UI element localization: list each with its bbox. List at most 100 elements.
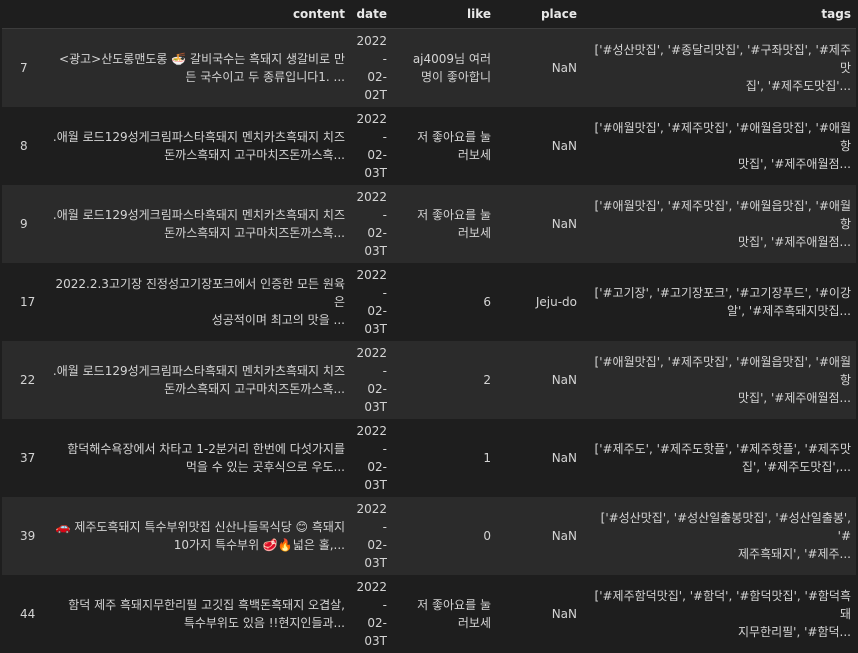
- like-cell: 6: [392, 263, 496, 341]
- content-cell: 함덕 제주 흑돼지무한리필 고깃집 흑백돈흑돼지 오겹살,특수부위도 있음 !!…: [42, 575, 350, 653]
- date-cell-line: 2022-: [355, 110, 387, 146]
- date-cell: 2022-02-03T: [350, 497, 392, 575]
- date-cell-line: 02T: [355, 86, 387, 104]
- row-index: 9: [2, 185, 42, 263]
- date-cell-line: 2022-: [355, 422, 387, 458]
- like-cell-line: 러보세: [397, 146, 491, 164]
- row-index: 22: [2, 341, 42, 419]
- date-cell-line: 02-: [355, 146, 387, 164]
- content-cell-line: 돈까스흑돼지 고구마치즈돈까스흑...: [47, 146, 345, 164]
- date-cell-line: 02-: [355, 224, 387, 242]
- date-cell: 2022-02-03T: [350, 185, 392, 263]
- like-cell-line: 저 좋아요를 눌: [397, 128, 491, 146]
- place-cell: NaN: [496, 185, 582, 263]
- date-cell-line: 02-: [355, 536, 387, 554]
- date-header: date: [350, 0, 392, 29]
- date-cell-line: 03T: [355, 632, 387, 650]
- row-index: 37: [2, 419, 42, 497]
- tags-cell-line: 제주흑돼지', '#제주...: [587, 545, 851, 563]
- content-cell-line: 특수부위도 있음 !!현지인들과...: [47, 614, 345, 632]
- place-cell: Jeju-do: [496, 263, 582, 341]
- date-cell-line: 02-: [355, 458, 387, 476]
- date-cell-line: 2022-: [355, 578, 387, 614]
- tags-cell-line: 집', '#제주도맛집',...: [587, 458, 851, 476]
- content-header: content: [42, 0, 350, 29]
- date-cell: 2022-02-02T: [350, 29, 392, 108]
- place-cell: NaN: [496, 497, 582, 575]
- content-cell-line: 먹을 수 있는 곳후식으로 우도...: [47, 458, 345, 476]
- date-cell-line: 03T: [355, 476, 387, 494]
- like-cell: 2: [392, 341, 496, 419]
- date-cell: 2022-02-03T: [350, 575, 392, 653]
- content-cell-line: .애월 로드129성게크림파스타흑돼지 멘치카츠흑돼지 치즈: [47, 128, 345, 146]
- tags-cell-line: ['#애월맛집', '#제주맛집', '#애월읍맛집', '#애월항: [587, 119, 851, 155]
- date-cell-line: 03T: [355, 242, 387, 260]
- place-cell: NaN: [496, 107, 582, 185]
- row-index: 17: [2, 263, 42, 341]
- date-cell-line: 2022-: [355, 32, 387, 68]
- content-cell-line: 함덕해수욕장에서 차타고 1-2분거리 한번에 다섯가지를: [47, 440, 345, 458]
- date-cell-line: 03T: [355, 398, 387, 416]
- content-cell-line: 든 국수이고 두 종류입니다1. ...: [47, 68, 345, 86]
- tags-cell-line: ['#제주함덕맛집', '#함덕', '#함덕맛집', '#함덕흑돼: [587, 587, 851, 623]
- index-header: [2, 0, 42, 29]
- content-cell-line: .애월 로드129성게크림파스타흑돼지 멘치카츠흑돼지 치즈: [47, 206, 345, 224]
- tags-cell-line: ['#성산맛집', '#종달리맛집', '#구좌맛집', '#제주맛: [587, 41, 851, 77]
- date-cell-line: 02-: [355, 614, 387, 632]
- date-cell-line: 03T: [355, 320, 387, 338]
- place-cell: NaN: [496, 29, 582, 108]
- date-cell: 2022-02-03T: [350, 341, 392, 419]
- like-cell: 0: [392, 497, 496, 575]
- row-index: 7: [2, 29, 42, 108]
- content-cell-line: 성공적이며 최고의 맛을 ...: [47, 311, 345, 329]
- like-cell-line: 저 좋아요를 눌: [397, 206, 491, 224]
- tags-cell-line: ['#고기장', '#고기장포크', '#고기장푸드', '#이강: [587, 284, 851, 302]
- like-cell-line: 0: [397, 527, 491, 545]
- content-cell-line: 돈까스흑돼지 고구마치즈돈까스흑...: [47, 380, 345, 398]
- row-index: 39: [2, 497, 42, 575]
- content-cell-line: <광고>산도롱맨도롱 🍜 갈비국수는 흑돼지 생갈비로 만: [47, 50, 345, 68]
- like-cell-line: 러보세: [397, 224, 491, 242]
- row-index: 44: [2, 575, 42, 653]
- date-cell: 2022-02-03T: [350, 419, 392, 497]
- tags-cell-line: ['#제주도', '#제주도핫플', '#제주핫플', '#제주맛: [587, 440, 851, 458]
- tags-cell-line: 맛집', '#제주애월점...: [587, 389, 851, 407]
- like-cell-line: 2: [397, 371, 491, 389]
- date-cell-line: 03T: [355, 554, 387, 572]
- tags-header: tags: [582, 0, 856, 29]
- like-cell-line: 명이 좋아합니: [397, 68, 491, 86]
- date-cell-line: 02-: [355, 302, 387, 320]
- place-cell: NaN: [496, 341, 582, 419]
- content-cell-line: 🚗 제주도흑돼지 특수부위맛집 신산나들목식당 😊 흑돼지: [47, 518, 345, 536]
- tags-cell-line: 맛집', '#제주애월점...: [587, 233, 851, 251]
- like-cell-line: aj4009님 여러: [397, 50, 491, 68]
- like-cell: 1: [392, 419, 496, 497]
- place-cell: NaN: [496, 575, 582, 653]
- content-cell-line: .애월 로드129성게크림파스타흑돼지 멘치카츠흑돼지 치즈: [47, 362, 345, 380]
- date-cell-line: 02-: [355, 380, 387, 398]
- date-cell: 2022-02-03T: [350, 263, 392, 341]
- place-header: place: [496, 0, 582, 29]
- content-cell-line: 10가지 특수부위 🥩🔥넓은 홀,...: [47, 536, 345, 554]
- tags-cell-line: ['#애월맛집', '#제주맛집', '#애월읍맛집', '#애월항: [587, 353, 851, 389]
- tags-cell-line: 집', '#제주도맛집'...: [587, 77, 851, 95]
- tags-cell-line: ['#애월맛집', '#제주맛집', '#애월읍맛집', '#애월항: [587, 197, 851, 233]
- content-cell-line: 함덕 제주 흑돼지무한리필 고깃집 흑백돈흑돼지 오겹살,: [47, 596, 345, 614]
